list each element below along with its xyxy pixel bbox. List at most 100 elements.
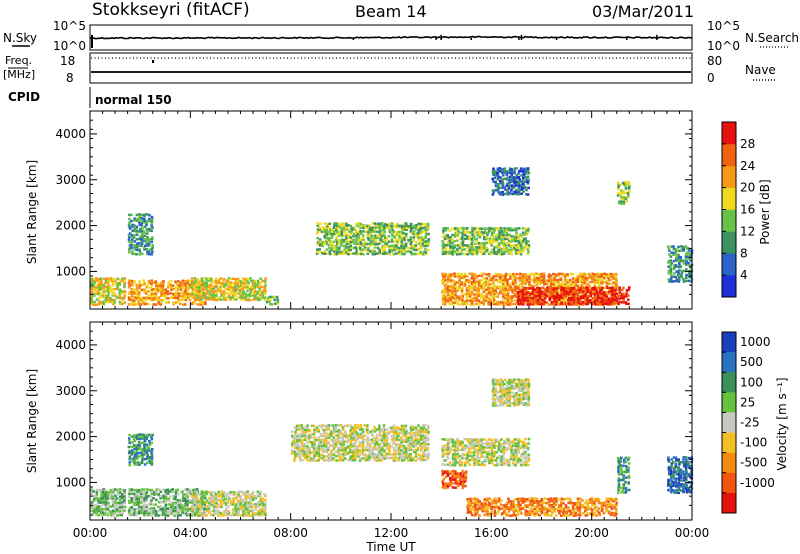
- power-cell: [491, 280, 495, 284]
- power-cell: [269, 298, 272, 302]
- power-cell: [497, 246, 501, 249]
- power-cell: [581, 292, 585, 296]
- velocity-cell: [200, 495, 203, 498]
- power-cell: [256, 298, 260, 302]
- velocity-cell: [380, 449, 383, 452]
- velocity-cell: [148, 488, 151, 492]
- velocity-cell: [176, 488, 180, 492]
- power-cell: [574, 283, 578, 286]
- power-cell: [150, 292, 154, 296]
- velocity-cell: [184, 495, 187, 498]
- power-cell: [401, 228, 404, 231]
- power-cell: [335, 228, 338, 231]
- power-cell: [501, 193, 505, 196]
- velocity-cell: [393, 438, 397, 442]
- velocity-cell: [352, 430, 355, 433]
- power-cell: [448, 302, 452, 306]
- velocity-cell: [365, 458, 369, 462]
- power-cell: [102, 277, 106, 281]
- velocity-cell: [101, 511, 105, 514]
- power-cell: [364, 226, 368, 229]
- power-cell: [524, 292, 527, 296]
- power-cell: [547, 289, 551, 292]
- power-cell: [388, 245, 391, 248]
- power-cell: [582, 290, 585, 293]
- power-cell: [453, 301, 456, 304]
- velocity-cell: [319, 432, 323, 436]
- power-cell: [378, 232, 382, 236]
- power-cell: [340, 238, 344, 241]
- power-cell: [266, 296, 270, 300]
- velocity-cell: [365, 430, 369, 434]
- power-cell: [451, 238, 454, 241]
- power-cell: [596, 272, 599, 276]
- velocity-cell: [249, 495, 253, 499]
- power-cell: [131, 225, 134, 229]
- power-cell: [427, 242, 430, 246]
- power-cell: [487, 274, 491, 277]
- power-cell: [151, 250, 154, 254]
- power-cell: [587, 290, 591, 294]
- power-cell: [492, 173, 495, 176]
- power-cell: [589, 293, 593, 296]
- velocity-cell: [123, 509, 126, 512]
- power-cell: [395, 252, 398, 255]
- power-cell: [225, 282, 228, 285]
- velocity-cell: [393, 454, 396, 458]
- velocity-cell: [226, 499, 230, 503]
- power-cell: [335, 252, 338, 256]
- velocity-cell: [136, 433, 139, 437]
- power-cell: [148, 217, 151, 221]
- velocity-cell: [133, 508, 137, 511]
- velocity-cell: [400, 424, 404, 428]
- power-cell: [517, 252, 520, 255]
- power-cell: [107, 300, 110, 303]
- power-cell: [217, 279, 221, 282]
- velocity-cell: [137, 512, 141, 515]
- velocity-cell: [353, 459, 357, 462]
- power-cell: [544, 293, 547, 296]
- velocity-cell: [133, 463, 137, 466]
- power-cell: [510, 189, 513, 192]
- velocity-cell: [135, 514, 138, 517]
- velocity-cell: [296, 443, 299, 446]
- power-cell: [388, 228, 391, 231]
- velocity-cell: [142, 433, 146, 437]
- power-cell: [674, 264, 678, 267]
- velocity-cell: [194, 503, 197, 507]
- power-cell: [236, 281, 240, 285]
- power-cell: [508, 178, 512, 181]
- velocity-cell: [217, 493, 221, 496]
- power-cell: [316, 222, 319, 225]
- velocity-cell: [356, 438, 359, 441]
- power-cell: [338, 226, 341, 229]
- beam-label: Beam 14: [355, 2, 427, 21]
- power-cell: [565, 290, 568, 294]
- velocity-cell: [213, 512, 216, 515]
- velocity-cell: [111, 501, 115, 504]
- velocity-cell: [193, 491, 196, 494]
- power-cell: [624, 187, 628, 190]
- power-cell: [420, 236, 423, 239]
- power-cell: [328, 232, 331, 236]
- velocity-cell: [258, 512, 262, 515]
- power-cell: [342, 226, 346, 229]
- power-cell: [226, 292, 230, 295]
- power-cell: [565, 292, 568, 296]
- velocity-cell: [395, 451, 398, 454]
- velocity-cell: [172, 501, 175, 505]
- power-cell: [150, 215, 154, 219]
- velocity-cell: [325, 436, 328, 439]
- power-cell: [424, 242, 428, 246]
- power-cell: [616, 187, 620, 191]
- power-cell: [164, 288, 168, 291]
- velocity-cell: [361, 451, 364, 454]
- power-cell: [166, 290, 170, 293]
- power-cell: [135, 238, 139, 241]
- power-cell: [384, 236, 387, 239]
- power-cell: [383, 252, 386, 255]
- power-cell: [102, 292, 106, 296]
- velocity-cell: [138, 455, 141, 458]
- power-cell: [527, 178, 530, 181]
- power-cell: [562, 283, 565, 286]
